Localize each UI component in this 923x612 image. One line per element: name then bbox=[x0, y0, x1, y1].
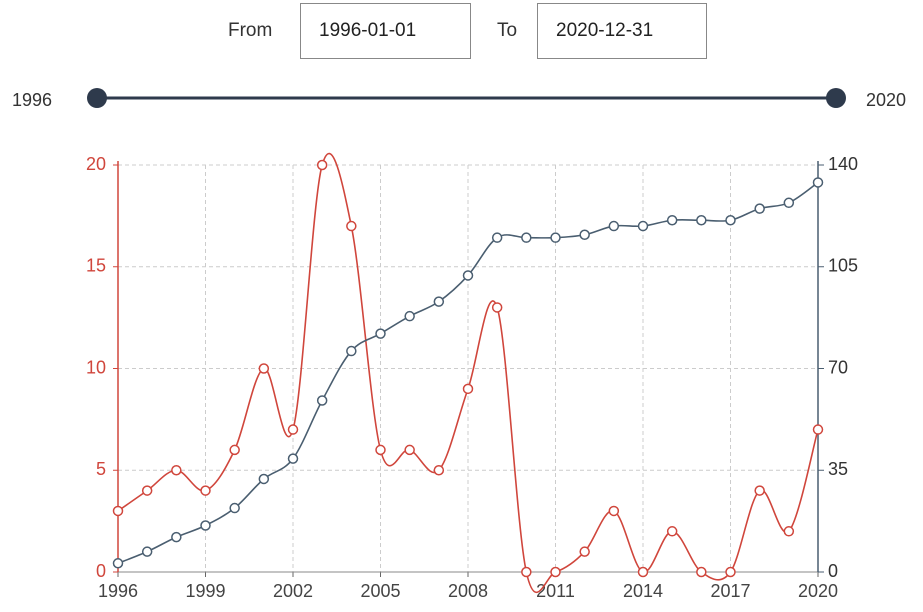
point bbox=[287, 424, 299, 435]
point bbox=[491, 302, 503, 313]
y-tick-label: 10 bbox=[86, 357, 106, 377]
point bbox=[258, 363, 270, 374]
slider-max-label: 2020 bbox=[866, 90, 906, 110]
point bbox=[725, 566, 736, 578]
x-tick-label: 2011 bbox=[536, 581, 575, 601]
slider-handle-min[interactable] bbox=[87, 88, 107, 108]
x-tick-label: 1999 bbox=[185, 581, 225, 601]
y2-tick-label: 105 bbox=[828, 256, 858, 276]
point bbox=[346, 345, 357, 357]
point bbox=[141, 485, 153, 496]
y-tick-label: 20 bbox=[86, 154, 106, 174]
x-tick-label: 2008 bbox=[448, 581, 488, 601]
point bbox=[579, 546, 590, 557]
y2-tick-label: 0 bbox=[828, 561, 838, 581]
point bbox=[637, 566, 649, 578]
point bbox=[491, 232, 503, 243]
y2-tick-label: 70 bbox=[828, 357, 848, 377]
point bbox=[696, 214, 707, 226]
point bbox=[200, 485, 211, 496]
point bbox=[812, 177, 824, 188]
point bbox=[171, 465, 182, 476]
point bbox=[112, 558, 124, 569]
point bbox=[375, 328, 386, 339]
point bbox=[579, 229, 590, 241]
x-tick-label: 1996 bbox=[98, 581, 138, 601]
point bbox=[783, 197, 795, 209]
point bbox=[608, 220, 620, 232]
point bbox=[521, 232, 532, 243]
point bbox=[521, 566, 532, 578]
y2-tick-label: 140 bbox=[828, 154, 858, 174]
from-label: From bbox=[228, 20, 273, 41]
y-tick-label: 15 bbox=[86, 256, 106, 276]
point bbox=[258, 473, 270, 485]
y-tick-label: 5 bbox=[96, 459, 106, 479]
point bbox=[141, 546, 153, 557]
point bbox=[550, 566, 561, 578]
slider-handle-max[interactable] bbox=[826, 88, 846, 108]
point bbox=[316, 395, 328, 406]
x-tick-label: 2020 bbox=[798, 581, 838, 601]
point bbox=[637, 220, 649, 232]
point bbox=[404, 310, 415, 322]
point bbox=[696, 566, 707, 578]
series-line bbox=[117, 181, 819, 565]
slider-min-label: 1996 bbox=[12, 90, 52, 110]
y2-tick-label: 35 bbox=[828, 459, 848, 479]
point bbox=[404, 444, 415, 456]
point bbox=[666, 214, 678, 226]
x-tick-label: 2017 bbox=[710, 581, 750, 601]
point bbox=[375, 444, 386, 456]
point bbox=[783, 526, 795, 537]
point bbox=[229, 444, 240, 456]
point bbox=[316, 159, 328, 171]
y-tick-label: 0 bbox=[96, 561, 106, 581]
x-tick-label: 2014 bbox=[623, 581, 663, 601]
from-input[interactable]: 1996-01-01 bbox=[300, 3, 471, 59]
to-label: To bbox=[497, 20, 518, 41]
series-line bbox=[117, 152, 819, 593]
point bbox=[171, 531, 182, 543]
point bbox=[754, 203, 765, 214]
point bbox=[200, 520, 211, 531]
point bbox=[725, 214, 736, 226]
point bbox=[462, 270, 474, 281]
point bbox=[462, 383, 474, 395]
x-tick-label: 2002 bbox=[273, 581, 313, 601]
point bbox=[112, 505, 124, 517]
point bbox=[229, 502, 240, 514]
point bbox=[550, 232, 561, 243]
point bbox=[666, 526, 678, 537]
to-input[interactable]: 2020-12-31 bbox=[537, 3, 707, 59]
point bbox=[346, 220, 357, 232]
point bbox=[608, 505, 620, 517]
point bbox=[812, 424, 824, 435]
point bbox=[287, 453, 299, 464]
point bbox=[433, 296, 445, 307]
point bbox=[754, 485, 765, 496]
point bbox=[433, 465, 445, 476]
x-tick-label: 2005 bbox=[360, 581, 400, 601]
